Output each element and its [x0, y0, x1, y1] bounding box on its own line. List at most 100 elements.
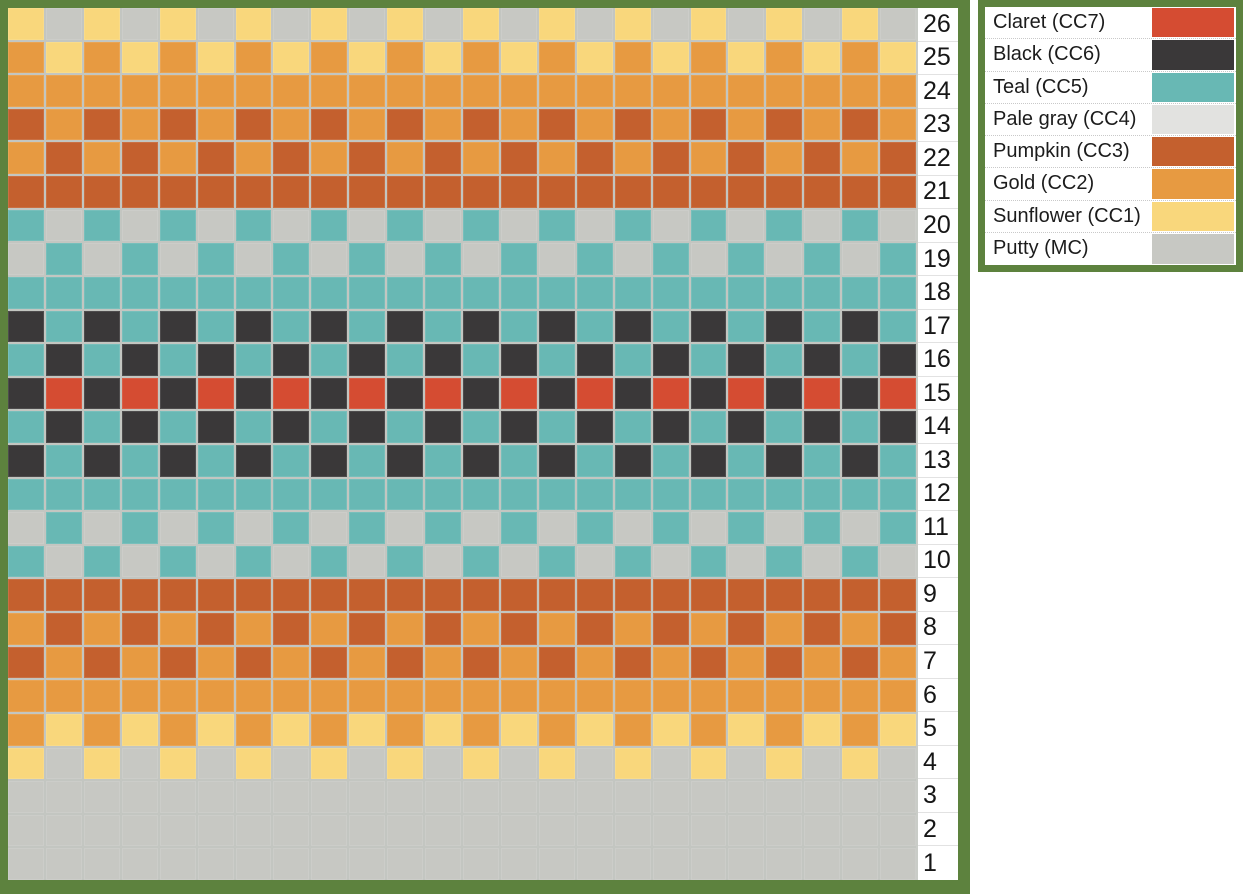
grid-cell — [766, 680, 803, 712]
grid-cell — [425, 411, 461, 443]
grid-cell — [235, 310, 272, 343]
grid-cell — [690, 411, 727, 443]
row-number: 10 — [918, 544, 958, 579]
grid-cell — [804, 411, 841, 443]
grid-cell — [83, 142, 120, 175]
grid-cell — [311, 848, 348, 880]
grid-cell — [349, 377, 386, 410]
grid-cell — [311, 41, 348, 74]
grid-cell — [728, 310, 765, 343]
grid-cell — [45, 108, 82, 141]
grid-cell — [576, 75, 613, 107]
grid-cell — [83, 680, 120, 712]
grid-cell — [121, 8, 158, 40]
grid-cell — [728, 41, 765, 74]
grid-cell — [45, 445, 82, 477]
grid-cell — [614, 344, 651, 376]
grid-cell — [83, 848, 120, 880]
grid-cell — [83, 176, 120, 208]
grid-cell — [349, 276, 386, 309]
grid-cell — [197, 579, 234, 612]
grid-cell — [8, 142, 44, 175]
legend-swatch-cell — [1150, 39, 1236, 70]
grid-cell — [614, 310, 651, 343]
grid-cell — [652, 646, 689, 679]
grid-cell — [8, 8, 44, 40]
grid-cell — [804, 848, 841, 880]
legend-item-label: Sunflower (CC1) — [985, 200, 1150, 232]
grid-cell — [500, 680, 537, 712]
grid-cell — [728, 108, 765, 141]
grid-cell — [880, 310, 916, 343]
grid-cell — [45, 713, 82, 746]
grid-cell — [728, 713, 765, 746]
grid-cell — [728, 445, 765, 477]
row-number: 14 — [918, 410, 958, 444]
grid-cell — [273, 478, 310, 511]
grid-cell — [121, 781, 158, 813]
grid-cell — [690, 814, 727, 847]
grid-cell — [842, 781, 879, 813]
grid-cell — [273, 814, 310, 847]
grid-cell — [538, 344, 575, 376]
grid-cell — [652, 747, 689, 780]
grid-cell — [425, 848, 461, 880]
grid-cell — [690, 377, 727, 410]
grid-cell — [538, 814, 575, 847]
grid-cell — [387, 377, 424, 410]
grid-cell — [83, 814, 120, 847]
grid-cell — [652, 142, 689, 175]
grid-cell — [311, 176, 348, 208]
grid-cell — [804, 445, 841, 477]
grid-cell — [197, 41, 234, 74]
grid-cell — [576, 680, 613, 712]
grid-cell — [576, 848, 613, 880]
legend-item-label: Gold (CC2) — [985, 168, 1150, 200]
grid-cell — [425, 176, 461, 208]
grid-cell — [880, 512, 916, 544]
grid-cell — [387, 41, 424, 74]
grid-cell — [121, 209, 158, 242]
grid-cell — [387, 142, 424, 175]
grid-cell — [121, 579, 158, 612]
grid-cell — [8, 747, 44, 780]
grid-cell — [45, 176, 82, 208]
grid-cell — [349, 814, 386, 847]
grid-cell — [766, 176, 803, 208]
grid-cell — [652, 680, 689, 712]
grid-cell — [387, 310, 424, 343]
grid-cell — [463, 545, 499, 578]
grid-cell — [614, 613, 651, 645]
grid-cell — [197, 680, 234, 712]
grid-cell — [880, 276, 916, 309]
grid-cell — [159, 176, 196, 208]
grid-cell — [766, 411, 803, 443]
grid-cell — [804, 209, 841, 242]
grid-cell — [349, 680, 386, 712]
grid-cell — [842, 848, 879, 880]
grid-cell — [273, 713, 310, 746]
legend-color-swatch — [1152, 104, 1234, 134]
grid-cell — [614, 411, 651, 443]
grid-cell — [311, 646, 348, 679]
grid-cell — [235, 344, 272, 376]
grid-cell — [538, 209, 575, 242]
grid-cell — [121, 613, 158, 645]
grid-cell — [121, 848, 158, 880]
grid-cell — [159, 613, 196, 645]
grid-cell — [463, 377, 499, 410]
legend-item: Gold (CC2) — [985, 168, 1236, 201]
grid-cell — [387, 680, 424, 712]
grid-cell — [728, 344, 765, 376]
legend-swatch-cell — [1150, 233, 1236, 265]
grid-cell — [804, 276, 841, 309]
grid-cell — [8, 579, 44, 612]
grid-cell — [121, 478, 158, 511]
grid-cell — [842, 747, 879, 780]
grid-cell — [463, 814, 499, 847]
grid-cell — [538, 176, 575, 208]
grid-cell — [8, 344, 44, 376]
grid-cell — [880, 243, 916, 275]
grid-cell — [652, 310, 689, 343]
grid-cell — [425, 209, 461, 242]
